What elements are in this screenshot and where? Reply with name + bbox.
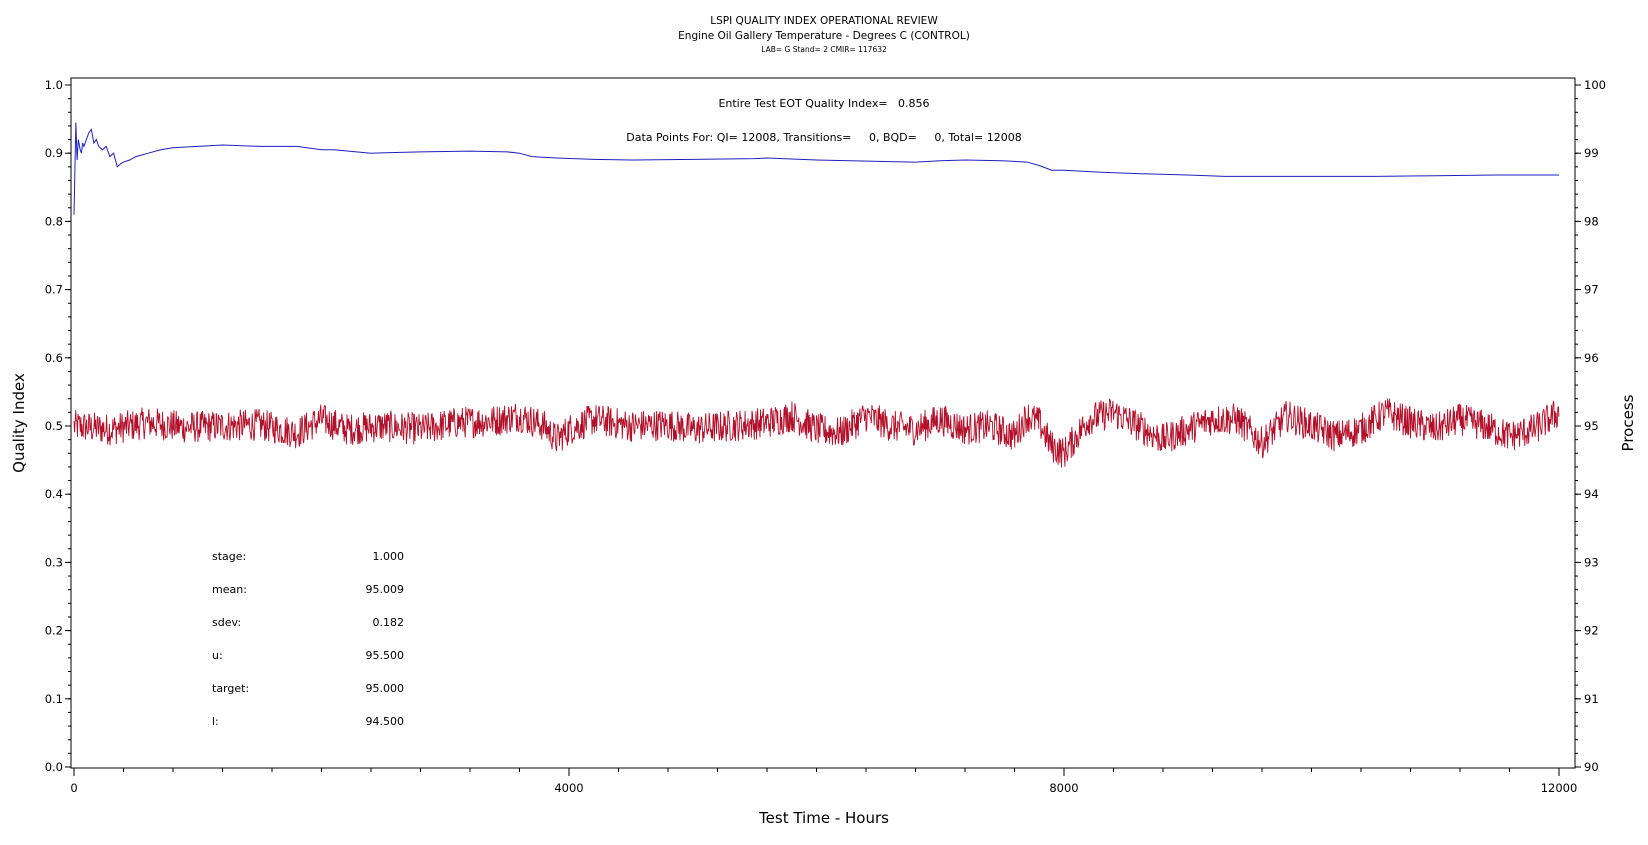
axis-ticks: 0 4000 8000 12000 0.0 0.1 0.2 0.3 0.4 0.5 0.6 0.7 0.… [45,78,1606,795]
y-right-tick-label: 94 [1584,487,1599,501]
stat-value: 0.182 [373,616,405,629]
quality-index-series-line [73,122,1559,215]
y-axis-label-right: Process [1619,394,1637,451]
y-left-tick-label: 0.1 [45,692,63,706]
quality-index-annotation: Entire Test EOT Quality Index= 0.856 [718,97,929,110]
y-right-tick-label: 93 [1584,555,1599,569]
y-right-tick-label: 98 [1584,214,1599,228]
stat-value: 95.500 [366,649,405,662]
stat-label: target: [212,682,249,695]
y-left-tick-label: 0.9 [45,146,63,160]
x-tick-label: 0 [70,781,77,795]
data-points-annotation: Data Points For: QI= 12008, Transitions=… [626,131,1021,144]
y-left-tick-label: 0.3 [45,555,63,569]
y-left-tick-label: 0.2 [45,624,63,638]
y-right-tick-label: 99 [1584,146,1599,160]
y-left-tick-label: 0.5 [45,419,63,433]
y-right-tick-label: 97 [1584,283,1599,297]
y-left-tick-label: 0.6 [45,351,63,365]
process-series-line [73,398,1560,468]
stat-label: mean: [212,583,247,596]
y-left-tick-label: 0.0 [45,760,63,774]
chart-title: LSPI QUALITY INDEX OPERATIONAL REVIEW [710,15,938,27]
chart-subtitle2: LAB= G Stand= 2 CMIR= 117632 [761,45,887,54]
y-right-tick-label: 91 [1584,692,1599,706]
y-axis-label-left: Quality Index [10,373,28,473]
series-layer [73,122,1560,468]
y-right-tick-label: 90 [1584,760,1599,774]
stat-value: 1.000 [373,550,405,563]
y-right-tick-label: 92 [1584,624,1599,638]
stat-label: sdev: [212,616,241,629]
y-left-tick-label: 1.0 [45,78,63,92]
stat-label: u: [212,649,223,662]
y-right-tick-label: 100 [1584,78,1606,92]
chart-subtitle: Engine Oil Gallery Temperature - Degrees… [678,30,970,42]
stat-label: stage: [212,550,246,563]
x-tick-label: 8000 [1049,781,1078,795]
stats-block: stage: 1.000 mean: 95.009 sdev: 0.182 u: 95.500… [212,550,404,728]
y-left-tick-label: 0.4 [45,487,63,501]
x-axis-label: Test Time - Hours [758,809,889,827]
y-right-tick-label: 95 [1584,419,1599,433]
stat-value: 95.009 [366,583,405,596]
y-right-tick-label: 96 [1584,351,1599,365]
y-left-tick-label: 0.8 [45,214,63,228]
stat-value: 95.000 [366,682,405,695]
x-tick-label: 4000 [554,781,583,795]
y-left-tick-label: 0.7 [45,283,63,297]
x-tick-label: 12000 [1541,781,1578,795]
stat-value: 94.500 [366,715,405,728]
plot-frame [70,77,1576,769]
stat-label: l: [212,715,219,728]
